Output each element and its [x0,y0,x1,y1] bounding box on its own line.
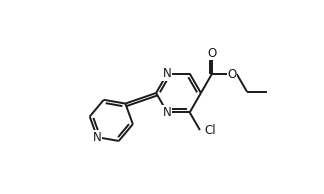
Text: O: O [207,47,216,60]
Text: N: N [163,67,172,80]
Text: Cl: Cl [204,124,216,137]
Text: O: O [228,68,237,81]
Text: N: N [163,106,172,119]
Text: N: N [93,131,101,144]
